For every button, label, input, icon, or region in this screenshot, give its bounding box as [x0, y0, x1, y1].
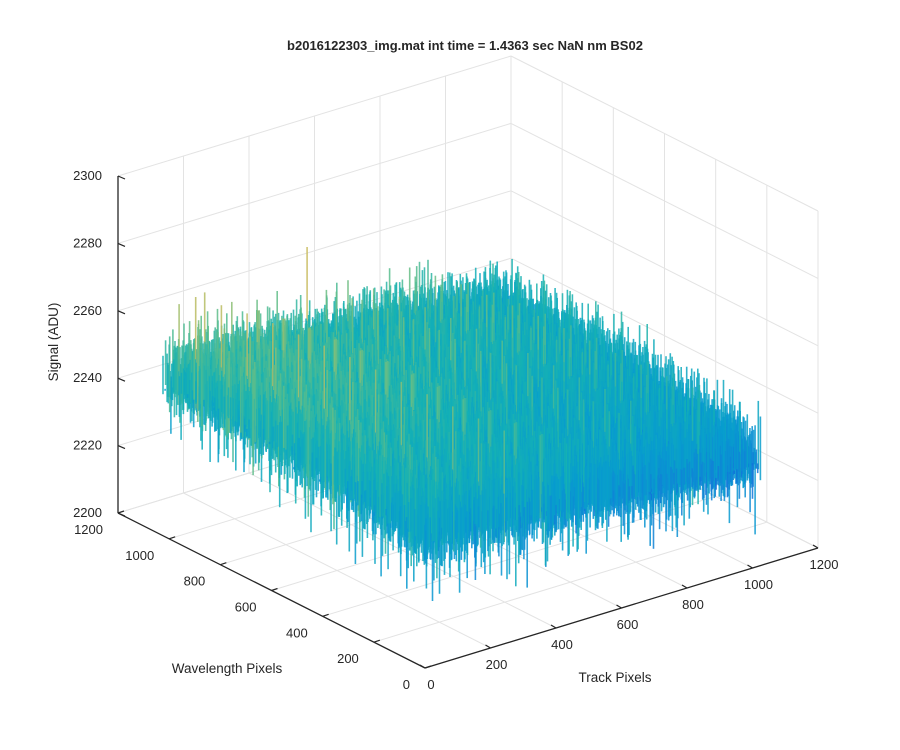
- gridline-y-floor: [373, 521, 767, 643]
- surface-mesh: [162, 247, 762, 601]
